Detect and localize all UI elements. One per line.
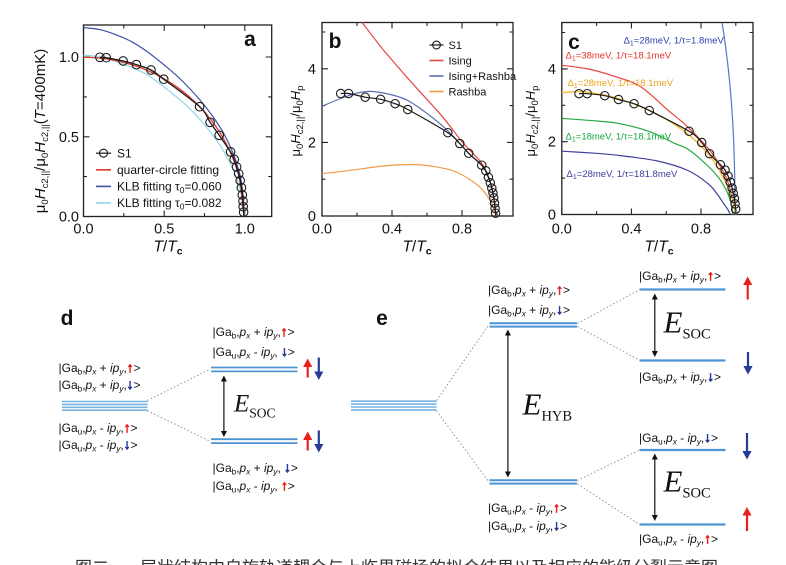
svg-text:|Gab,px + ipy,↓>: |Gab,px + ipy,↓> [639,369,721,386]
svg-text:T/Tc: T/Tc [153,239,182,258]
svg-text:μ0Hc2,||/μ0Hc2,||(T=400mK): μ0Hc2,||/μ0Hc2,||(T=400mK) [32,49,51,213]
svg-text:KLB fitting τ0=0.060: KLB fitting τ0=0.060 [117,180,222,196]
svg-text:4: 4 [308,62,316,78]
svg-text:0: 0 [548,208,556,224]
svg-text:Rashba: Rashba [449,87,488,99]
svg-text:|Gau,px - ipy,↓>: |Gau,px - ipy,↓> [639,430,718,447]
svg-text:Δ1=18meV, 1/τ=18.1meV: Δ1=18meV, 1/τ=18.1meV [566,131,672,143]
svg-text:0.0: 0.0 [73,222,93,238]
svg-text:0.8: 0.8 [691,222,711,238]
svg-text:|Gau,px - ipy,↓>: |Gau,px - ipy,↓> [59,437,138,454]
svg-text:μ0Hc2,||/μ0Hp: μ0Hc2,||/μ0Hp [523,86,541,157]
svg-text:Δ1=28meV, 1/τ=181.8meV: Δ1=28meV, 1/τ=181.8meV [567,169,679,181]
svg-text:c: c [568,31,580,54]
svg-text:Ising: Ising [449,56,472,68]
svg-text:2: 2 [308,135,316,151]
svg-text:1.0: 1.0 [235,222,255,238]
svg-text:T/Tc: T/Tc [644,239,673,258]
svg-text:0.4: 0.4 [382,222,402,238]
svg-text:d: d [61,307,74,330]
svg-text:|Gab,px + ipy,↑>: |Gab,px + ipy,↑> [59,360,141,377]
svg-text:μ0Hc2,||/μ0Hp: μ0Hc2,||/μ0Hp [288,86,306,157]
svg-text:0.0: 0.0 [312,222,332,238]
svg-text:0: 0 [308,209,316,225]
svg-text:|Gab,px + ipy,↓>: |Gab,px + ipy,↓> [59,377,141,394]
svg-text:|Gau,px - ipy,↑>: |Gau,px - ipy,↑> [488,500,567,517]
svg-text:S1: S1 [117,146,132,160]
svg-text:|Gab,px + ipy,↑>: |Gab,px + ipy,↑> [488,282,570,299]
svg-text:层状结构中自旋轨道耦合与上临界磁场的拟合结果以及相应的能级分: 层状结构中自旋轨道耦合与上临界磁场的拟合结果以及相应的能级分裂示意图 [140,559,718,565]
svg-text:|Gab,px + ipy, ↓>: |Gab,px + ipy, ↓> [213,460,298,477]
svg-text:图二: 图二 [75,559,109,565]
svg-text:0.4: 0.4 [621,222,641,238]
svg-text:|Gab,px + ipy,↓>: |Gab,px + ipy,↓> [488,302,570,319]
svg-text:|Gau,px - ipy,↑>: |Gau,px - ipy,↑> [639,531,718,548]
svg-text:a: a [244,28,256,51]
svg-text:e: e [376,307,388,330]
svg-text:|Gab,px + ipy,↑>: |Gab,px + ipy,↑> [639,268,721,285]
svg-text:S1: S1 [449,40,462,52]
svg-text:|Gau,px - ipy,↓>: |Gau,px - ipy,↓> [488,518,567,535]
svg-text:|Gau,px - ipy, ↓>: |Gau,px - ipy, ↓> [213,344,295,361]
svg-text:T/Tc: T/Tc [402,239,431,258]
svg-text:1.0: 1.0 [59,50,79,66]
svg-text:Δ1=28meV, 1/τ=18.1meV: Δ1=28meV, 1/τ=18.1meV [568,78,674,90]
svg-text:quarter-circle fitting: quarter-circle fitting [117,163,219,177]
svg-text:Ising+Rashba: Ising+Rashba [449,71,517,83]
svg-text:2: 2 [548,135,556,151]
svg-text:4: 4 [548,62,556,78]
svg-text:0.5: 0.5 [154,222,174,238]
svg-text:Δ1=38meV, 1/τ=18.1meV: Δ1=38meV, 1/τ=18.1meV [566,51,672,63]
svg-text:KLB fitting τ0=0.082: KLB fitting τ0=0.082 [117,196,222,212]
svg-text:Δ1=28meV, 1/τ=1.8meV: Δ1=28meV, 1/τ=1.8meV [624,36,725,48]
svg-text:0.8: 0.8 [452,222,472,238]
svg-text:0.0: 0.0 [59,210,79,226]
svg-text:|Gau,px - ipy, ↑>: |Gau,px - ipy, ↑> [213,478,295,495]
svg-text:0.0: 0.0 [552,222,572,238]
svg-text:|Gau,px - ipy,↑>: |Gau,px - ipy,↑> [59,420,138,437]
svg-text:b: b [329,30,342,53]
svg-text:0.5: 0.5 [59,130,79,146]
svg-text:|Gab,px + ipy,↑>: |Gab,px + ipy,↑> [213,324,295,341]
